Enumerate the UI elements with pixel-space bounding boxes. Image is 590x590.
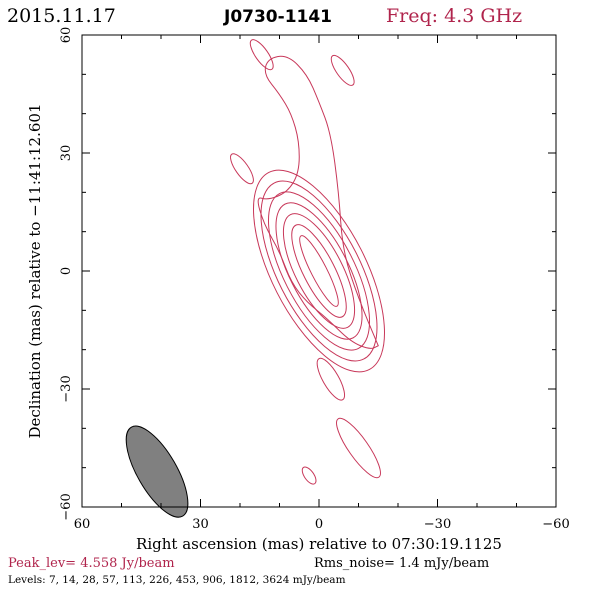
peak-level: Peak_lev= 4.558 Jy/beam [8, 556, 175, 571]
component-contour [230, 153, 254, 185]
x-tick-label: 60 [74, 517, 91, 532]
core-contour [253, 169, 385, 373]
contour-layer [230, 39, 385, 485]
core-contour [299, 235, 339, 307]
x-tick-labels: 60 30 0 −30 −60 [74, 517, 570, 532]
beam-ellipse [125, 425, 189, 518]
core-contour [291, 224, 347, 318]
x-axis-label: Right ascension (mas) relative to 07:30:… [136, 535, 502, 553]
x-tick-label: −60 [542, 517, 569, 532]
y-axis-label: Declination (mas) relative to −11:41:12.… [26, 103, 44, 438]
x-tick-label: 0 [315, 517, 323, 532]
core-contour [267, 191, 371, 351]
component-contour [330, 54, 355, 86]
source-title: J0730-1141 [223, 7, 332, 27]
y-tick-label: 0 [59, 267, 74, 275]
rms-noise: Rms_noise= 1.4 mJy/beam [314, 556, 489, 571]
component-contour [301, 466, 317, 485]
y-tick-label: 60 [59, 27, 74, 44]
beam-layer [125, 425, 189, 518]
x-tick-label: −30 [424, 517, 451, 532]
date-label: 2015.11.17 [7, 5, 116, 27]
component-contour [249, 39, 274, 71]
y-tick-label: 30 [59, 145, 74, 162]
contour-levels: Levels: 7, 14, 28, 57, 113, 226, 453, 90… [8, 574, 346, 586]
core-contour [260, 180, 378, 362]
core-contour [275, 202, 363, 340]
y-tick-label: −30 [59, 375, 74, 402]
core-contour [282, 213, 356, 329]
component-contour [316, 357, 346, 401]
frequency-label: Freq: 4.3 GHz [386, 5, 522, 27]
y-tick-labels: 60 30 0 −30 −60 [59, 27, 74, 521]
y-tick-label: −60 [59, 493, 74, 520]
outer-contour [257, 55, 379, 349]
tick-layer [81, 34, 557, 508]
component-contour [336, 417, 381, 479]
x-tick-label: 30 [192, 517, 209, 532]
